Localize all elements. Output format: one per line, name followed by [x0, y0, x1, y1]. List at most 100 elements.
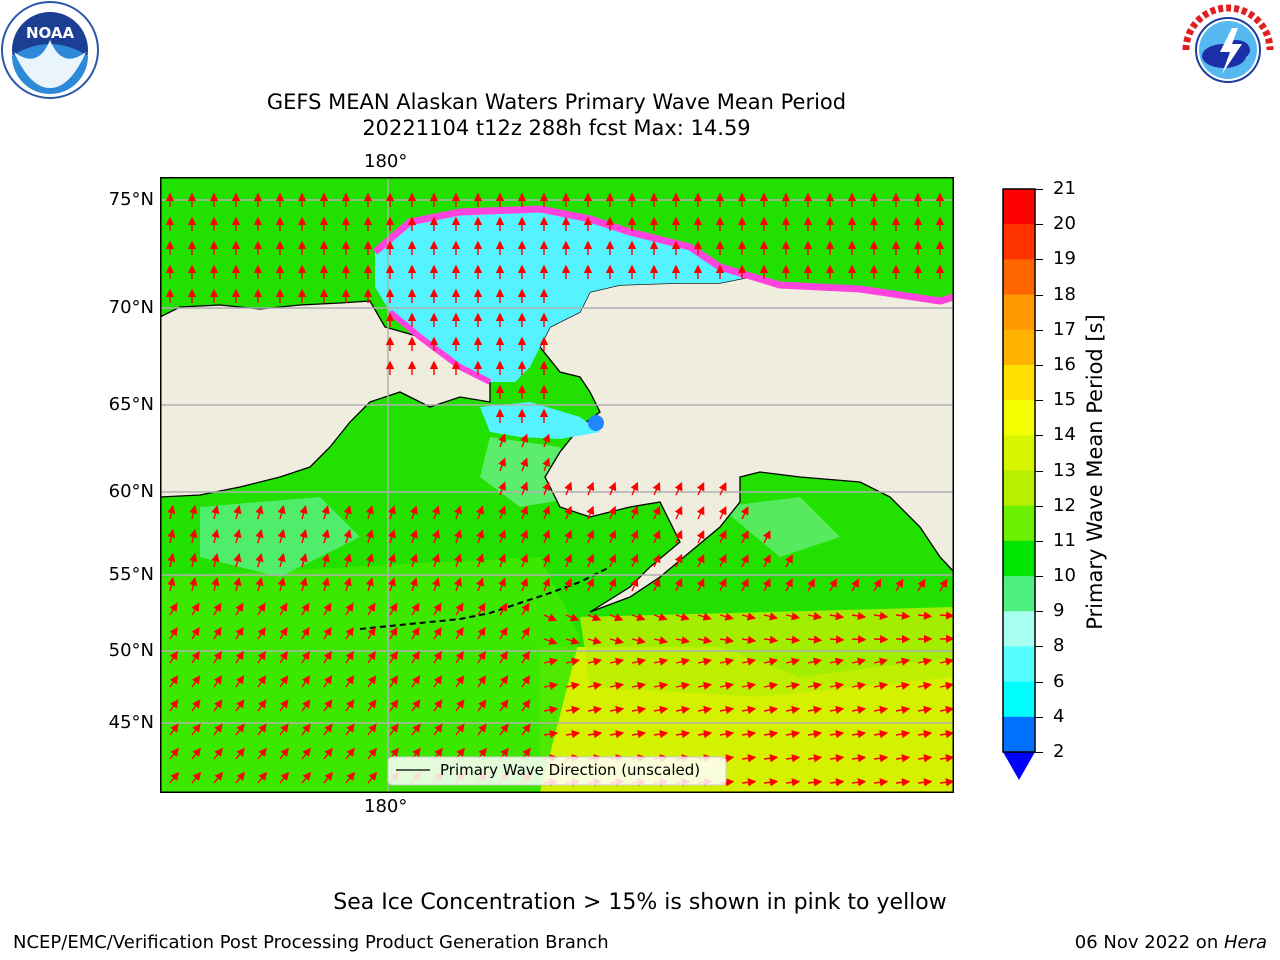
wave-arrow	[213, 602, 222, 616]
wave-arrow	[543, 705, 559, 715]
wave-arrow	[257, 675, 267, 688]
wave-arrow	[785, 681, 801, 690]
wave-arrow	[387, 577, 396, 592]
wave-arrow	[409, 529, 418, 544]
wave-arrow	[674, 505, 683, 520]
colorbar-segment	[1003, 294, 1035, 331]
colorbar-title: Primary Wave Mean Period [s]	[1083, 314, 1107, 630]
colorbar-tick-label: 11	[1053, 529, 1076, 551]
wave-arrow	[829, 754, 845, 763]
wave-arrow	[169, 675, 179, 688]
wave-arrow	[939, 729, 954, 739]
wave-arrow	[301, 771, 312, 784]
colorbar-tick-label: 18	[1053, 283, 1076, 305]
wave-arrow	[345, 771, 356, 784]
wave-arrow	[389, 723, 399, 736]
wave-arrow	[829, 635, 845, 644]
wave-arrow	[697, 681, 713, 690]
wave-arrow	[829, 578, 837, 592]
wave-arrow	[279, 699, 289, 712]
wave-arrow	[455, 650, 464, 664]
wave-arrow	[807, 657, 823, 666]
wave-arrow	[785, 635, 801, 644]
wave-arrow	[653, 612, 668, 621]
wave-arrow	[652, 505, 661, 520]
wave-arrow	[697, 635, 713, 645]
wave-arrow	[235, 747, 245, 760]
wave-arrow	[785, 754, 801, 763]
colorbar-tick-label: 15	[1053, 389, 1076, 411]
nws-logo	[1181, 3, 1275, 97]
wave-arrow	[652, 481, 661, 496]
wave-arrow	[763, 657, 779, 666]
wave-arrow	[213, 771, 224, 784]
wave-arrow	[389, 699, 399, 712]
wave-arrow	[917, 778, 933, 787]
wave-arrow	[719, 657, 735, 666]
wave-arrow	[279, 771, 290, 784]
legend-label: Primary Wave Direction (unscaled)	[440, 761, 700, 779]
wave-arrow	[608, 577, 617, 592]
wave-arrow	[630, 529, 639, 544]
wave-arrow	[323, 675, 333, 688]
wave-arrow	[521, 650, 530, 664]
wave-arrow	[389, 650, 398, 664]
wave-arrow	[365, 505, 374, 520]
colorbar-tick	[1035, 611, 1043, 613]
wave-arrow	[367, 771, 378, 784]
wave-arrow	[697, 729, 713, 739]
wave-arrow	[543, 613, 558, 622]
wave-arrow	[521, 699, 531, 712]
wave-arrow	[587, 613, 602, 622]
wave-arrow	[762, 530, 771, 544]
wave-arrow	[235, 723, 245, 736]
wave-arrow	[476, 577, 484, 592]
colorbar-tick-label: 14	[1053, 424, 1076, 446]
wave-arrow	[674, 553, 683, 568]
wave-arrow	[873, 778, 889, 787]
lat-label: 65°N	[108, 394, 154, 415]
colorbar-tick-label: 21	[1053, 178, 1076, 199]
wave-arrow	[674, 481, 683, 496]
wave-arrow	[542, 457, 551, 472]
wave-arrow	[873, 754, 889, 763]
wave-arrow	[279, 602, 288, 616]
wave-arrow	[631, 729, 647, 739]
colorbar-tick-label: 13	[1053, 459, 1076, 481]
wave-arrow	[167, 528, 176, 544]
lat-label: 60°N	[108, 481, 154, 502]
wave-arrow	[542, 433, 551, 448]
colorbar-tick-label: 17	[1053, 318, 1076, 340]
wave-arrow	[411, 723, 421, 736]
wave-arrow	[873, 578, 882, 592]
wave-arrow	[586, 577, 595, 592]
wave-arrow	[631, 681, 647, 690]
wave-arrow	[873, 705, 889, 715]
colorbar-segment	[1003, 189, 1035, 225]
wave-arrow	[345, 747, 355, 760]
wave-arrow	[477, 626, 486, 640]
colorbar-tick	[1035, 576, 1043, 578]
colorbar-segment	[1003, 224, 1035, 260]
wave-arrow	[498, 433, 507, 448]
colorbar-tick	[1035, 681, 1043, 683]
wave-arrow	[675, 612, 690, 621]
wave-arrow	[455, 675, 465, 688]
wave-arrow	[741, 729, 757, 739]
wave-arrow	[542, 481, 551, 496]
wave-arrow	[565, 613, 580, 622]
footer-right: 06 Nov 2022 on Hera	[1075, 932, 1267, 953]
wave-arrow	[367, 675, 377, 688]
wave-arrow	[631, 613, 646, 621]
chart-title: GEFS MEAN Alaskan Waters Primary Wave Me…	[266, 90, 847, 114]
wave-arrow	[741, 681, 757, 690]
wave-arrow	[741, 657, 757, 666]
wave-arrow	[609, 681, 625, 690]
colorbar-tick	[1035, 259, 1043, 261]
wave-arrow	[543, 636, 558, 645]
footer-left: NCEP/EMC/Verification Post Processing Pr…	[13, 932, 609, 953]
wave-arrow	[851, 635, 867, 644]
wave-arrow	[365, 577, 374, 592]
wave-arrow	[477, 675, 487, 688]
colorbar-tick-label: 8	[1053, 635, 1065, 657]
